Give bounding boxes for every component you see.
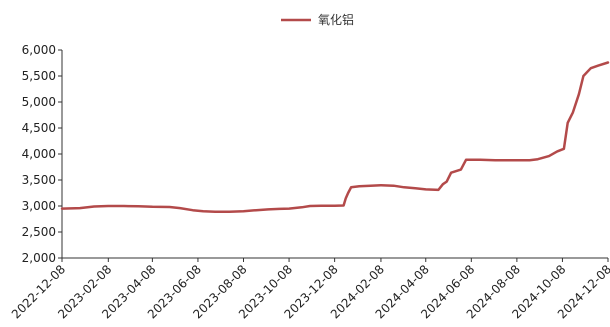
y-tick-label: 2,000	[22, 251, 56, 265]
y-axis: 2,000 2,500 3,000 3,500 4,000 4,500 5,000 5,500…	[22, 43, 63, 265]
y-tick-label: 5,500	[22, 69, 56, 83]
y-tick-label: 4,000	[22, 147, 56, 161]
series-line-alumina	[60, 61, 610, 213]
y-tick-label: 6,000	[22, 43, 56, 57]
plot-area	[60, 61, 610, 213]
y-tick-label: 3,000	[22, 199, 56, 213]
y-tick-label: 3,500	[22, 173, 56, 187]
y-tick-label: 5,000	[22, 95, 56, 109]
legend-label: 氧化铝	[318, 12, 354, 27]
y-tick-label: 4,500	[22, 121, 56, 135]
x-axis: 2022-12-082023-02-082023-04-082023-06-08…	[9, 257, 610, 321]
y-tick-label: 2,500	[22, 225, 56, 239]
chart-legend: 氧化铝	[281, 12, 354, 27]
